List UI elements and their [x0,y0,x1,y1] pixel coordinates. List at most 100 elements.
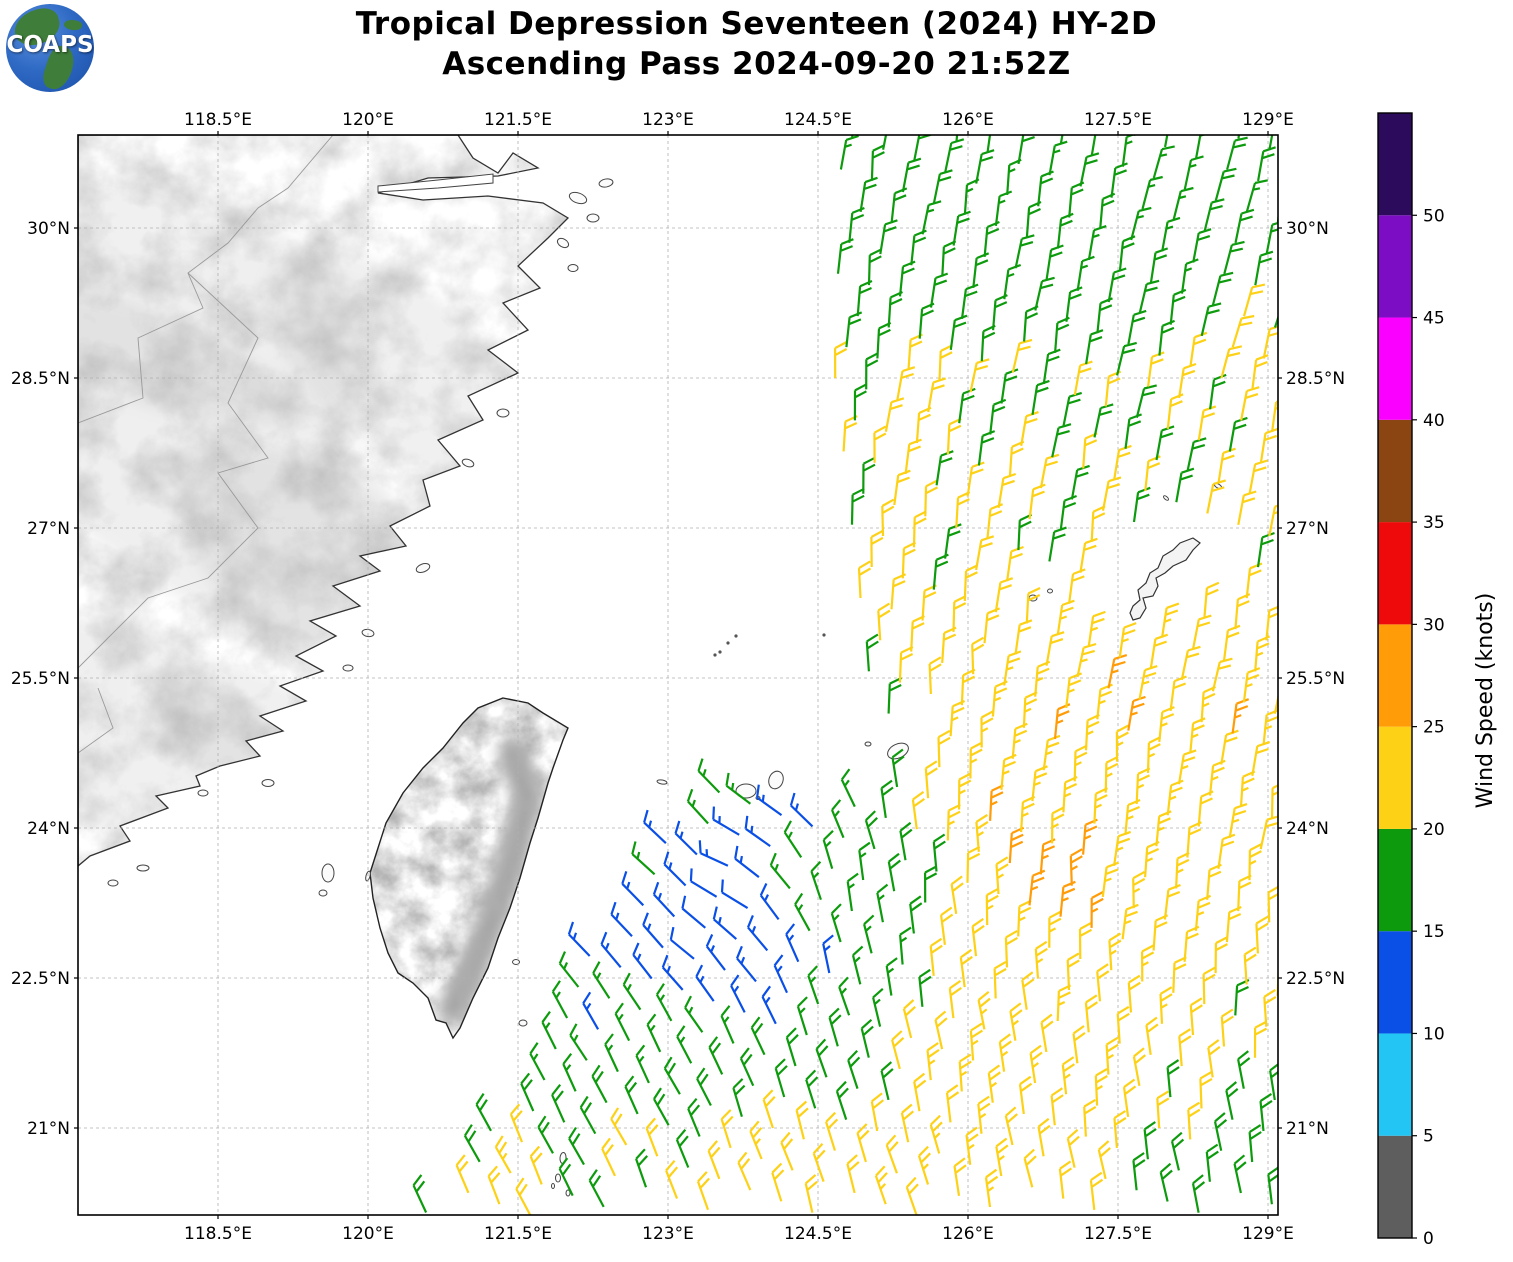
wind-barb [1231,698,1250,734]
wind-barb [1079,537,1098,573]
wind-barb [412,1174,428,1213]
wind-barb [898,260,916,297]
wind-barb [1028,869,1046,906]
wind-barb [867,248,882,286]
wind-barb [904,438,922,475]
wind-barb [1240,386,1260,421]
wind-barb [1220,345,1243,379]
wind-barb [1161,602,1180,638]
wind-barb [839,135,859,170]
wind-barb [1130,206,1152,241]
wind-barb [687,1097,701,1137]
wind-barb [1096,963,1110,1002]
wind-barb [1186,437,1207,472]
wind-barb [1004,1106,1018,1146]
wind-barb [1028,483,1046,520]
colorbar-tick-label: 10 [1423,1024,1445,1044]
wind-barb [984,1168,999,1208]
wind-barb [905,1176,919,1215]
wind-barb [562,1053,577,1092]
colorbar-tick-label: 35 [1423,513,1445,533]
wind-barb [1265,221,1278,255]
wind-barb [663,851,687,887]
wind-barb [663,1056,681,1095]
wind-barb [610,901,633,938]
wind-barb [1169,288,1187,325]
wind-barb [632,942,653,980]
wind-barb [1206,863,1222,900]
wind-barb [725,772,752,805]
wind-barb [1146,736,1161,773]
wind-barb [579,1095,597,1135]
wind-barb [1149,633,1169,669]
wind-barb [696,1171,710,1211]
wind-barb [1214,167,1237,201]
wind-barb [881,498,895,537]
wind-barb [1068,568,1086,604]
wind-barb [1164,135,1169,148]
wind-barb [1048,140,1068,176]
lon-tick-label-bottom: 123°E [642,1224,694,1244]
wind-barb [873,425,887,463]
wind-barb [972,252,990,289]
lat-tick-label-right: 28.5°N [1286,369,1345,389]
wind-barb [1023,305,1039,342]
lon-tick-label-top: 123°E [642,110,694,130]
lon-tick-label-top: 127.5°E [1084,110,1152,130]
wind-barb [1121,903,1139,940]
wind-barb [977,990,991,1030]
graticule-gridlines [78,135,1278,1215]
wind-barb [1053,703,1071,740]
wind-barb [929,1114,943,1154]
wind-barb [963,178,980,215]
wind-barb [884,397,905,432]
colorbar-tick-label: 50 [1423,206,1445,226]
wind-barb [749,1120,763,1160]
wind-barb [1065,672,1083,709]
wind-barb [848,206,865,243]
lon-tick-label-top: 120°E [342,110,394,130]
wind-barb [785,1027,799,1067]
wind-barb [1217,833,1236,869]
wind-barb [941,240,957,277]
wind-barb [966,461,985,497]
wind-barb [771,1162,785,1202]
wind-barb [989,398,1007,435]
wind-barb [1082,818,1098,855]
wind-barb [1170,1131,1185,1171]
wind-barb [929,272,949,308]
wind-barb [872,987,884,1027]
wind-barb [1177,749,1197,785]
wind-barb [1087,610,1106,647]
wind-barb [1152,145,1175,179]
wind-barb [983,607,1001,644]
wind-barb [822,934,834,974]
china-coastline [78,135,570,867]
wind-barb [1273,314,1278,328]
wind-barb [830,903,842,943]
wind-barb [1208,759,1226,796]
wind-barb [1008,440,1025,477]
wind-barb [796,996,808,1036]
wind-barb [773,954,789,994]
wind-barb [1254,635,1271,672]
wind-barb [1078,921,1093,960]
wind-barb [698,840,729,867]
wind-barb [856,279,873,317]
wind-barb [1248,1124,1262,1163]
wind-barb [1220,729,1239,765]
wind-barb [880,779,894,819]
wind-barb [851,135,854,139]
river-channel [377,173,494,193]
wind-barb [846,872,859,912]
wind-barb [1090,890,1104,928]
wind-barb [1132,870,1146,909]
wind-barb [509,1103,524,1143]
wind-barb [1054,316,1070,353]
colorbar-tick-label: 40 [1423,411,1445,431]
lon-tick-label-bottom: 118.5°E [184,1224,252,1244]
wind-barb [1166,779,1184,816]
colorbar-segment [1378,726,1412,829]
wind-barb [1144,455,1161,492]
wind-barb [1034,276,1055,311]
